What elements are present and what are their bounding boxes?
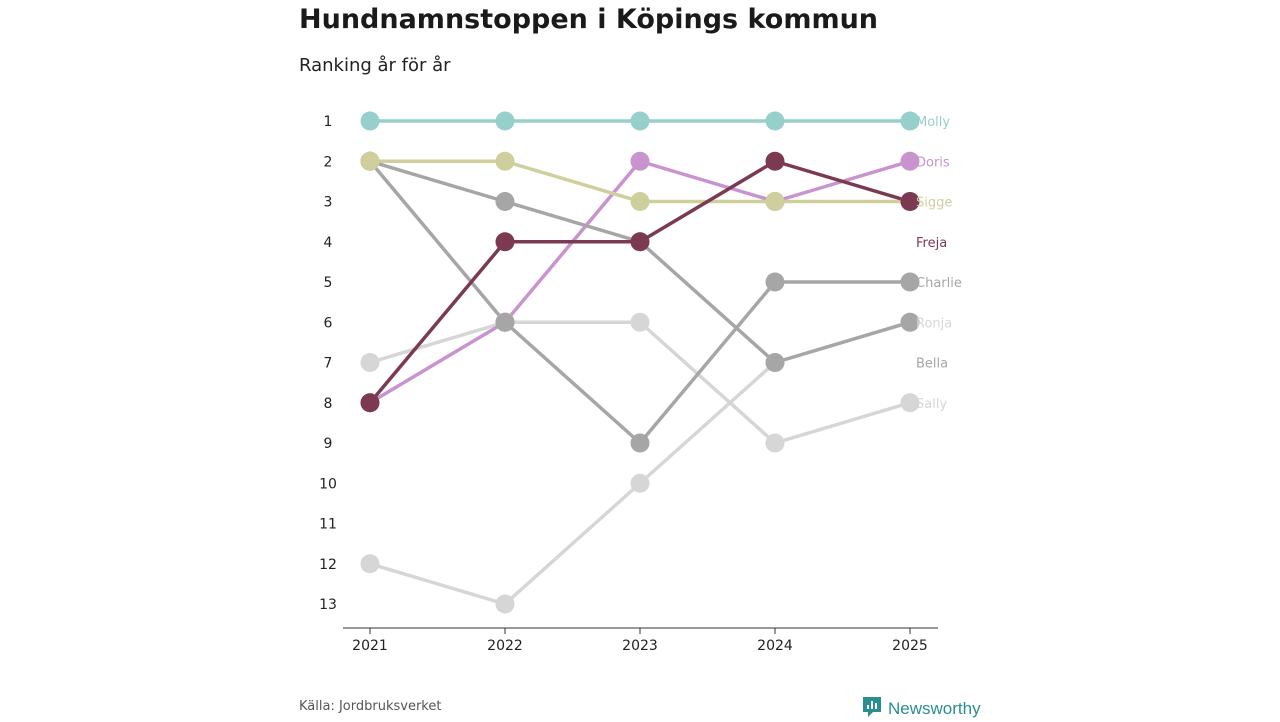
series-label-molly: Molly <box>916 115 950 130</box>
point-ronja-2023 <box>630 473 650 493</box>
series-line-sally <box>369 320 911 445</box>
point-charlie-2024 <box>765 272 785 292</box>
point-molly-2023 <box>630 111 650 131</box>
point-charlie-2025 <box>900 272 920 292</box>
point-bella-2022 <box>495 192 515 211</box>
y-tick-label: 13 <box>319 597 337 613</box>
point-molly-2025 <box>900 111 920 131</box>
point-doris-2025 <box>900 151 920 171</box>
chart-subtitle: Ranking år för år <box>299 55 451 76</box>
series-label-ronja: Ronja <box>916 316 952 331</box>
point-freja-2025 <box>900 192 920 211</box>
chart-title: Hundnamnstoppen i Köpings kommun <box>299 4 879 35</box>
point-freja-2023 <box>630 232 650 252</box>
point-ronja-2022 <box>495 594 515 614</box>
y-tick-label: 4 <box>324 235 333 251</box>
point-ronja-2021 <box>360 554 380 574</box>
point-bella-2024 <box>765 353 785 372</box>
x-tick-label: 2021 <box>352 638 388 654</box>
point-sally-2021 <box>360 353 380 372</box>
y-tick-label: 9 <box>324 436 333 452</box>
y-tick-label: 12 <box>319 557 337 573</box>
point-freja-2022 <box>495 232 515 252</box>
x-tick-label: 2022 <box>487 638 523 654</box>
y-tick-label: 5 <box>324 275 333 291</box>
point-sally-2024 <box>765 433 785 453</box>
brand-logo[interactable]: Newsworthy <box>862 696 981 722</box>
series-label-freja: Freja <box>916 236 947 251</box>
point-sigge-2024 <box>765 192 785 211</box>
point-molly-2022 <box>495 111 515 131</box>
series-line-ronja <box>369 320 911 606</box>
series-label-doris: Doris <box>916 155 950 170</box>
series-label-sigge: Sigge <box>916 196 952 211</box>
point-charlie-2023 <box>630 433 650 453</box>
y-tick-label: 10 <box>319 476 337 492</box>
series-label-charlie: Charlie <box>916 276 962 291</box>
series-line-bella <box>369 159 911 365</box>
y-tick-label: 11 <box>319 517 337 533</box>
x-tick-label: 2023 <box>622 638 658 654</box>
point-freja-2021 <box>360 393 380 413</box>
newsworthy-logo-icon <box>862 696 882 722</box>
x-tick-label: 2024 <box>757 638 793 654</box>
point-sigge-2021 <box>360 151 380 171</box>
point-sally-2023 <box>630 312 650 332</box>
y-tick-label: 2 <box>324 154 333 170</box>
point-sally-2025 <box>900 393 920 413</box>
point-molly-2021 <box>360 111 380 131</box>
y-tick-label: 6 <box>324 315 333 331</box>
point-charlie-2022 <box>495 312 515 332</box>
source-note: Källa: Jordbruksverket <box>299 699 442 714</box>
point-freja-2024 <box>765 151 785 171</box>
point-doris-2023 <box>630 151 650 171</box>
point-sigge-2023 <box>630 192 650 211</box>
point-sigge-2022 <box>495 151 515 171</box>
x-tick-label: 2025 <box>892 638 928 654</box>
series-label-bella: Bella <box>916 357 948 372</box>
brand-name: Newsworthy <box>888 699 981 718</box>
y-tick-label: 7 <box>324 356 333 372</box>
series-label-sally: Sally <box>916 397 947 412</box>
point-bella-2025 <box>900 312 920 332</box>
y-tick-label: 3 <box>324 195 333 211</box>
y-tick-label: 8 <box>324 396 333 412</box>
point-molly-2024 <box>765 111 785 131</box>
y-tick-label: 1 <box>324 114 333 130</box>
